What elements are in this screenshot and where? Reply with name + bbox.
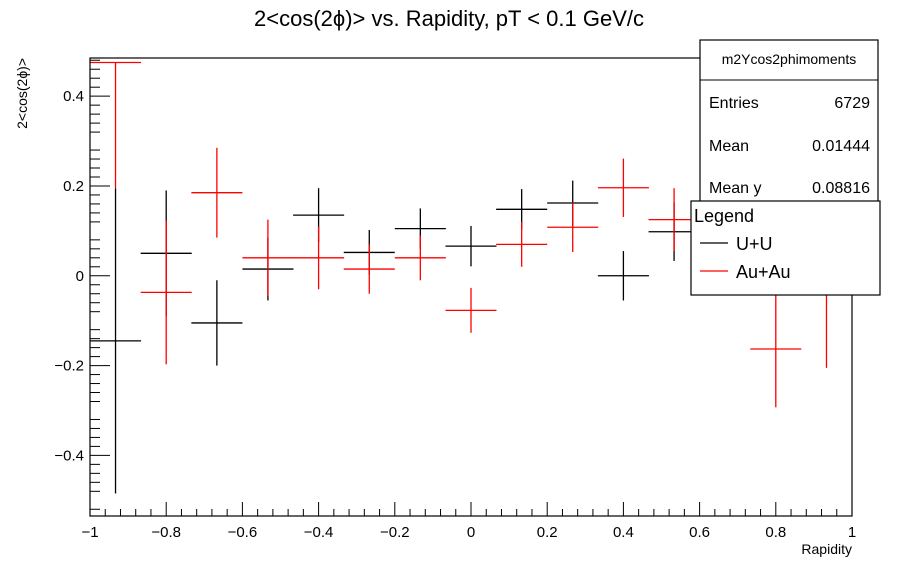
data-point (547, 202, 599, 252)
data-point (293, 226, 345, 290)
x-tick-label: 0.2 (537, 524, 558, 541)
data-point (242, 219, 294, 296)
y-tick-label: 0.4 (63, 88, 84, 105)
data-point (343, 244, 395, 294)
legend-label-auau: Au+Au (736, 262, 791, 282)
data-point (191, 147, 243, 238)
x-tick-label: 0.4 (613, 524, 634, 541)
y-tick-label: 0.2 (63, 178, 84, 195)
legend-frame (690, 200, 881, 296)
y-axis-title: 2<cos(2ϕ)> (14, 58, 30, 129)
stats-entries-value: 6729 (834, 95, 870, 112)
y-tick-label: −0.2 (54, 358, 84, 375)
x-axis-title: Rapidity (801, 541, 852, 557)
data-point (90, 61, 142, 189)
stats-meany-value: 0.08816 (812, 180, 870, 197)
y-tick-label: 0 (76, 268, 84, 285)
data-point (597, 158, 649, 217)
data-point (445, 287, 497, 333)
x-tick-label: −0.6 (228, 524, 258, 541)
chart-title: 2<cos(2ϕ)> vs. Rapidity, pT < 0.1 GeV/c (254, 6, 644, 31)
data-point (445, 225, 497, 267)
data-point (597, 251, 649, 301)
stats-meany-label: Mean y (709, 180, 761, 197)
x-tick-label: −1 (81, 524, 98, 541)
x-tick-label: 0.8 (765, 524, 786, 541)
stats-mean-label: Mean (709, 138, 749, 155)
x-tick-label: −0.4 (304, 524, 334, 541)
stats-box-frame (699, 39, 879, 223)
series-U+U (90, 180, 700, 494)
x-tick-label: −0.8 (151, 524, 181, 541)
x-tick-label: 1 (848, 524, 856, 541)
y-tick-label: −0.4 (54, 447, 84, 464)
axes: −1 −0.8 −0.6 −0.4 −0.2 0 0.2 0.4 0.6 0.8 1 −0.4 −0.2… (54, 59, 856, 541)
legend-label-uu: U+U (736, 234, 773, 254)
x-tick-label: 0 (467, 524, 475, 541)
legend: Legend U+U Au+Au (690, 200, 881, 296)
data-point (496, 221, 548, 267)
stats-box: m2Ycos2phimoments Entries 6729 Mean 0.01… (699, 39, 879, 223)
stats-mean-value: 0.01444 (812, 138, 870, 155)
legend-title: Legend (694, 206, 754, 226)
data-point (191, 280, 243, 366)
stats-entries-label: Entries (709, 95, 759, 112)
x-tick-label: −0.2 (380, 524, 410, 541)
x-tick-label: 0.6 (689, 524, 710, 541)
data-point (90, 188, 142, 494)
data-point (750, 290, 802, 408)
data-point (140, 220, 192, 365)
data-point (394, 235, 446, 281)
stats-box-name: m2Ycos2phimoments (722, 51, 857, 67)
